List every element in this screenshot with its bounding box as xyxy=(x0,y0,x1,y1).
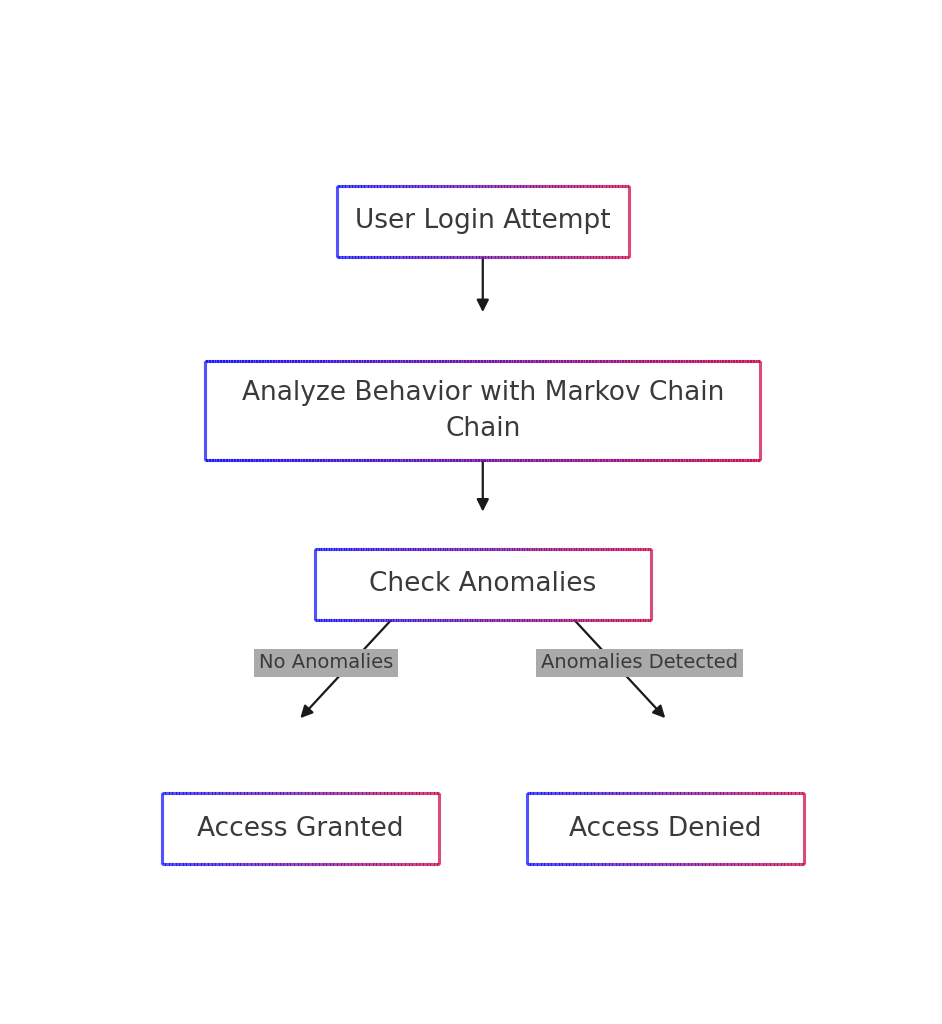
Text: No Anomalies: No Anomalies xyxy=(259,653,393,673)
FancyBboxPatch shape xyxy=(205,361,760,460)
FancyBboxPatch shape xyxy=(162,793,439,864)
FancyBboxPatch shape xyxy=(315,549,651,620)
Text: Access Denied: Access Denied xyxy=(569,815,761,842)
Text: User Login Attempt: User Login Attempt xyxy=(355,209,610,234)
FancyBboxPatch shape xyxy=(337,186,629,257)
FancyBboxPatch shape xyxy=(527,793,804,864)
Text: Access Granted: Access Granted xyxy=(197,815,403,842)
Text: Analyze Behavior with Markov Chain
Chain: Analyze Behavior with Markov Chain Chain xyxy=(241,380,724,441)
Text: Check Anomalies: Check Anomalies xyxy=(369,571,596,597)
Text: Anomalies Detected: Anomalies Detected xyxy=(542,653,739,673)
